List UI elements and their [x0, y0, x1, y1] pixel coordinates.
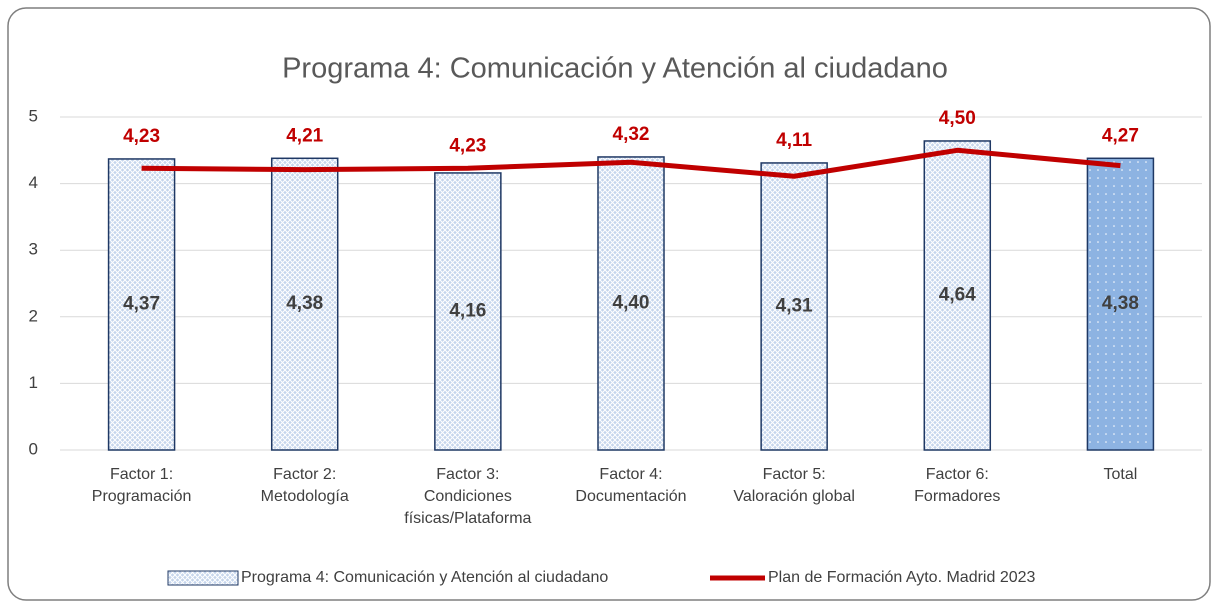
legend-label: Programa 4: Comunicación y Atención al c… — [241, 569, 608, 586]
line-label: 4,23 — [449, 135, 486, 156]
line-label: 4,11 — [776, 130, 812, 151]
bar-label: 4,38 — [286, 293, 323, 314]
bar-label: 4,64 — [939, 285, 976, 306]
line-label: 4,23 — [123, 126, 160, 147]
x-tick-label: Total — [1104, 466, 1138, 483]
line-label: 4,50 — [939, 108, 976, 129]
y-tick-label: 3 — [29, 240, 38, 259]
x-tick-label: Factor 2: Metodología — [261, 466, 349, 505]
bar-label: 4,38 — [1102, 293, 1139, 314]
bar — [923, 140, 992, 451]
line-label: 4,21 — [286, 125, 323, 146]
x-tick-label: Factor 5: Valoración global — [733, 466, 855, 505]
x-tick-label: Factor 4: Documentación — [575, 466, 686, 505]
x-tick-label: Factor 6: Formadores — [914, 466, 1000, 505]
bar — [1086, 157, 1155, 451]
bar — [434, 172, 502, 451]
y-tick-label: 4 — [29, 173, 38, 192]
x-tick-label: Factor 1: Programación — [92, 466, 192, 505]
bar — [597, 156, 665, 451]
bar-label: 4,31 — [776, 295, 813, 316]
bar — [760, 162, 828, 451]
line-label: 4,27 — [1102, 125, 1139, 146]
legend-swatch — [167, 570, 239, 586]
bar-label: 4,16 — [449, 300, 486, 321]
legend-label: Plan de Formación Ayto. Madrid 2023 — [768, 569, 1036, 586]
bar — [107, 158, 176, 451]
y-tick-label: 1 — [29, 373, 38, 392]
chart-title: Programa 4: Comunicación y Atención al c… — [282, 53, 948, 85]
line-label: 4,32 — [613, 124, 650, 145]
y-tick-label: 5 — [29, 106, 38, 125]
bar-label: 4,40 — [613, 292, 650, 313]
x-tick-label: Factor 3: Condiciones físicas/Plataforma — [404, 466, 531, 527]
y-tick-label: 0 — [29, 439, 38, 458]
bar-label: 4,37 — [123, 293, 160, 314]
line — [141, 147, 1121, 179]
y-tick-label: 2 — [29, 306, 38, 325]
bar — [270, 157, 339, 451]
